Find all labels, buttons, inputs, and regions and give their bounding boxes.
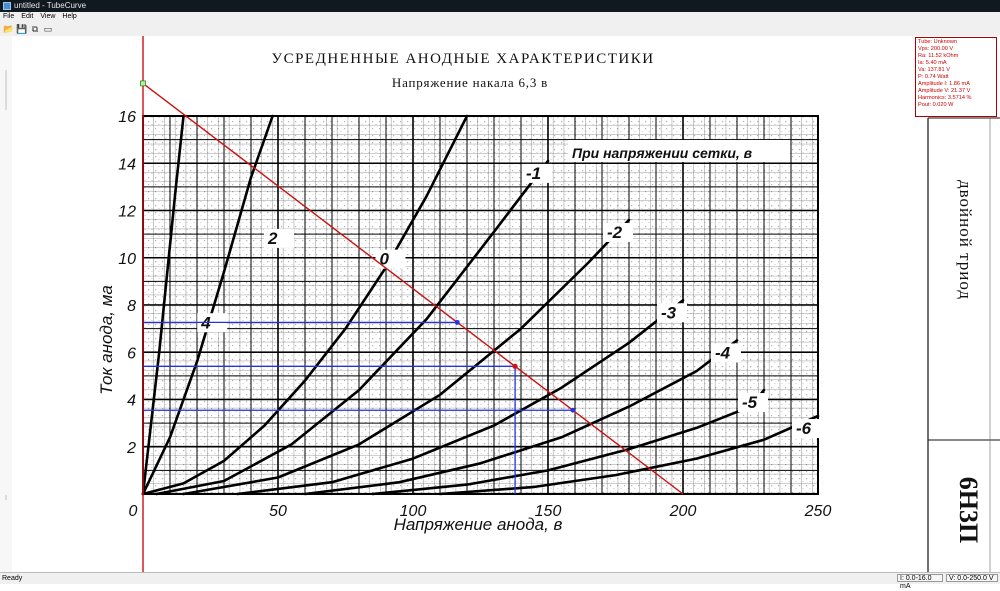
save-button[interactable]: 💾 <box>16 24 28 34</box>
curve-label-bg <box>738 393 768 413</box>
x-tick-label: 0 <box>129 503 138 520</box>
curve-label-bg <box>657 303 687 323</box>
grid-curve-0 <box>141 114 469 496</box>
curve-label: -3 <box>661 303 677 322</box>
curve-label-bg <box>522 163 552 183</box>
y-tick-label: 16 <box>118 109 136 126</box>
swing-point[interactable] <box>570 407 576 413</box>
scan-title: УСРЕДНЕННЫЕ АНОДНЫЕ ХАРАКТЕРИСТИКИ <box>271 51 654 67</box>
grid-curve-4 <box>141 114 185 496</box>
curve-label-bg <box>711 343 741 363</box>
x-tick-label: 200 <box>669 503 697 520</box>
curve-label: -4 <box>715 343 731 362</box>
info-amplitude-i: Amplitude I: 1.86 mA <box>918 81 970 87</box>
copy-icon: ⧉ <box>31 24 39 34</box>
window-title: untitled - TubeCurve <box>14 1 87 10</box>
curve-label: -5 <box>742 393 758 412</box>
curve-label-bg <box>264 228 294 248</box>
curve-label: -1 <box>526 164 541 183</box>
operating-point[interactable] <box>512 363 518 369</box>
app-icon <box>3 2 11 10</box>
info-pout: Pout: 0.020 W <box>918 102 954 108</box>
info-ia: Ia: 5.40 mA <box>918 60 947 66</box>
menu-bar: File Edit View Help <box>0 12 1000 22</box>
copy-button[interactable]: ⧉ <box>30 24 40 34</box>
status-current-range: I: 0.0-16.0 mA <box>897 574 943 590</box>
status-bar: Ready I: 0.0-16.0 mA V: 0.0-250.0 V <box>0 572 1000 590</box>
curve-label: 0 <box>380 250 390 269</box>
info-vps: Vps: 200.00 V <box>918 46 954 52</box>
window-button[interactable]: ▭ <box>43 24 53 34</box>
y-tick-label: 8 <box>127 298 136 315</box>
curve-label: 2 <box>267 229 278 248</box>
x-tick-label: 150 <box>535 503 562 520</box>
info-va: Va: 137.81 V <box>918 67 950 73</box>
status-text: Ready <box>2 575 23 582</box>
document-canvas[interactable]: двойной триод 6Н3П УСРЕДНЕННЫЕ АНОДНЫЕ Х… <box>0 36 1000 572</box>
title-bar: untitled - TubeCurve <box>0 0 1000 12</box>
grid-curve--6 <box>438 414 820 496</box>
grid-curve--3 <box>236 299 685 496</box>
curve-label: -2 <box>607 223 623 242</box>
y-tick-label: 2 <box>126 440 136 457</box>
x-tick-label: 100 <box>400 503 427 520</box>
swing-point[interactable] <box>454 319 460 325</box>
tube-curve-chart[interactable]: двойной триод 6Н3П УСРЕДНЕННЫЕ АНОДНЫЕ Х… <box>0 36 1000 572</box>
grid-curve--4 <box>303 339 739 496</box>
info-amplitude-v: Amplitude V: 21.37 V <box>918 88 971 94</box>
y-tick-label: 6 <box>127 345 136 362</box>
toolbar: 📂 💾 ⧉ ▭ <box>0 22 1000 37</box>
open-icon: 📂 <box>3 24 15 34</box>
info-tube: Tube: Unknown <box>918 39 957 45</box>
load-line-handle[interactable] <box>140 80 146 87</box>
info-power: P: 0.74 Watt <box>918 74 949 80</box>
menu-help[interactable]: Help <box>62 13 77 20</box>
y-axis-label: Ток анода, ма <box>97 285 116 395</box>
x-tick-label: 50 <box>269 503 287 520</box>
grid-curve--1 <box>155 159 550 496</box>
y-tick-label: 4 <box>127 393 136 410</box>
open-button[interactable]: 📂 <box>3 24 15 34</box>
info-ra: Ra: 11.52 kOhm <box>918 53 959 59</box>
scan-subtitle: Напряжение накала 6,3 в <box>392 75 548 90</box>
menu-view[interactable]: View <box>40 13 56 20</box>
grid-curve--2 <box>182 218 631 496</box>
window-icon: ▭ <box>43 24 53 34</box>
curve-label-bg <box>375 249 406 269</box>
curve-label: -6 <box>796 419 812 438</box>
x-tick-label: 250 <box>804 503 832 520</box>
status-voltage-range: V: 0.0-250.0 V <box>946 574 998 582</box>
y-tick-label: 10 <box>118 251 136 268</box>
x-axis-label: Напряжение анода, в <box>394 515 563 534</box>
grid-voltage-legend: При напряжении сетки, в <box>572 145 753 161</box>
curve-label-bg <box>603 222 633 242</box>
side-title: двойной триод <box>956 180 975 300</box>
save-icon: 💾 <box>16 24 28 34</box>
y-tick-label: 12 <box>118 204 136 221</box>
operating-point-info-panel: Tube: Unknown Vps: 200.00 V Ra: 11.52 kO… <box>915 37 997 117</box>
curve-label-bg <box>792 419 822 439</box>
info-harmonics: Harmonics: 3.5714 % <box>918 95 972 101</box>
menu-edit[interactable]: Edit <box>21 13 34 20</box>
side-code: 6Н3П <box>954 477 983 543</box>
menu-file[interactable]: File <box>3 13 15 20</box>
y-tick-label: 14 <box>118 156 136 173</box>
load-line[interactable] <box>142 82 684 495</box>
